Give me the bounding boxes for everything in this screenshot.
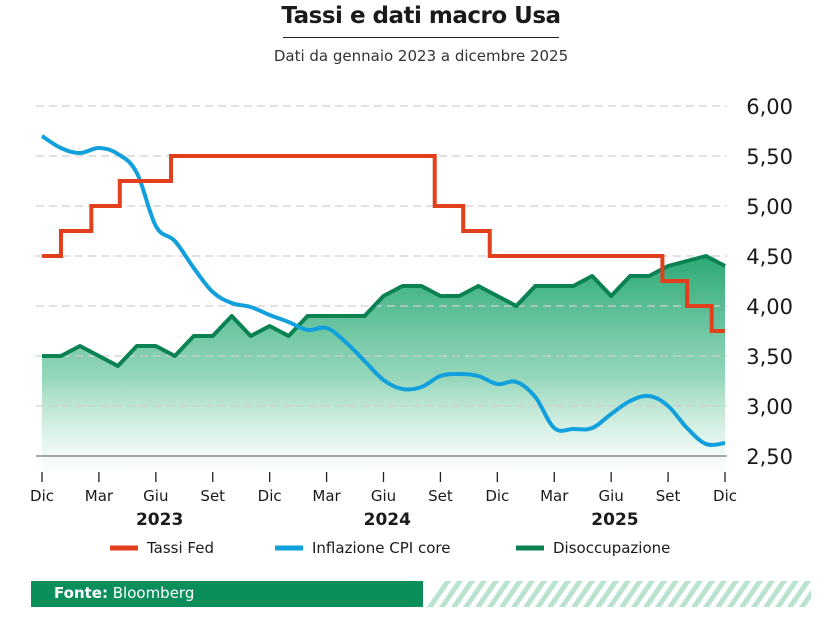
hatch-stripe (475, 581, 499, 607)
hatch-stripe (559, 581, 583, 607)
hatch-stripe (679, 581, 703, 607)
x-tick-label: Mar (312, 487, 341, 505)
x-tick-label: Set (200, 487, 225, 505)
axis-layer: 6,00 5,50 5,00 4,50 4,00 3,50 3,00 2,50 Dic Mar Gi… (30, 95, 793, 530)
hatch-stripe (715, 581, 739, 607)
year-label: 2024 (364, 510, 411, 530)
source-value: Bloomberg (112, 584, 195, 602)
hatch-stripe (535, 581, 559, 607)
fed-rate-line (42, 154, 725, 333)
hatch-stripe (595, 581, 619, 607)
hatch-stripe (619, 581, 643, 607)
footer-hatch-pattern (427, 581, 811, 607)
x-tick-label: Set (428, 487, 453, 505)
hatch-stripe (511, 581, 535, 607)
title-underline (283, 37, 559, 38)
x-tick-label: Mar (540, 487, 569, 505)
hatch-stripe (607, 581, 631, 607)
macro-line-chart: 6,00 5,50 5,00 4,50 4,00 3,50 3,00 2,50 Dic Mar Gi… (30, 95, 793, 557)
hatch-stripe (427, 581, 451, 607)
hatch-stripe (499, 581, 523, 607)
hatch-stripe (583, 581, 607, 607)
source-label: Fonte: (54, 584, 108, 602)
y-tick-label: 3,50 (746, 345, 793, 369)
footer-bar (31, 581, 423, 607)
hatch-stripe (691, 581, 715, 607)
hatch-stripe (451, 581, 475, 607)
x-tick-label: Giu (143, 487, 168, 505)
year-label: 2023 (136, 510, 183, 530)
area-layer (42, 256, 725, 476)
legend: Tassi Fed Inflazione CPI core Disoccupazio… (110, 539, 670, 557)
hatch-stripe (727, 581, 751, 607)
source-note: Fonte: Bloomberg (54, 584, 194, 602)
y-tick-label: 4,00 (746, 295, 793, 319)
year-label: 2025 (591, 510, 638, 530)
hatch-stripe (487, 581, 511, 607)
hatch-stripe (547, 581, 571, 607)
x-tick-label: Giu (371, 487, 396, 505)
hatch-stripe (643, 581, 667, 607)
hatch-stripe (775, 581, 799, 607)
legend-label: Tassi Fed (146, 539, 214, 557)
y-tick-label: 6,00 (746, 95, 793, 119)
x-tick-label: Mar (85, 487, 114, 505)
y-tick-label: 4,50 (746, 245, 793, 269)
x-tick-label: Set (656, 487, 681, 505)
x-tick-label: Dic (485, 487, 509, 505)
hatch-stripe (631, 581, 655, 607)
chart-title: Tassi e dati macro Usa (281, 3, 561, 29)
x-tick-label: Dic (30, 487, 54, 505)
series-layer (40, 134, 726, 448)
hatch-stripe (571, 581, 595, 607)
hatch-stripe (763, 581, 787, 607)
y-tick-label: 2,50 (746, 445, 793, 469)
y-tick-label: 5,50 (746, 145, 793, 169)
hatch-stripe (655, 581, 679, 607)
x-tick-label: Dic (258, 487, 282, 505)
legend-label: Inflazione CPI core (312, 539, 451, 557)
hatch-stripe (667, 581, 691, 607)
hatch-stripe (439, 581, 463, 607)
chart-subtitle: Dati da gennaio 2023 a dicembre 2025 (273, 47, 569, 65)
hatch-stripe (703, 581, 727, 607)
hatch-stripe (463, 581, 487, 607)
y-tick-label: 5,00 (746, 195, 793, 219)
unemployment-line (42, 254, 726, 368)
unemployment-area (42, 256, 725, 476)
hatch-stripe (787, 581, 811, 607)
grid-layer (36, 105, 727, 457)
cpi-core-line (40, 134, 726, 448)
hatch-stripe (739, 581, 763, 607)
x-tick-label: Giu (599, 487, 624, 505)
x-tick-label: Dic (713, 487, 737, 505)
hatch-stripe (523, 581, 547, 607)
hatch-stripe (751, 581, 775, 607)
y-tick-label: 3,00 (746, 395, 793, 419)
legend-label: Disoccupazione (553, 539, 670, 557)
